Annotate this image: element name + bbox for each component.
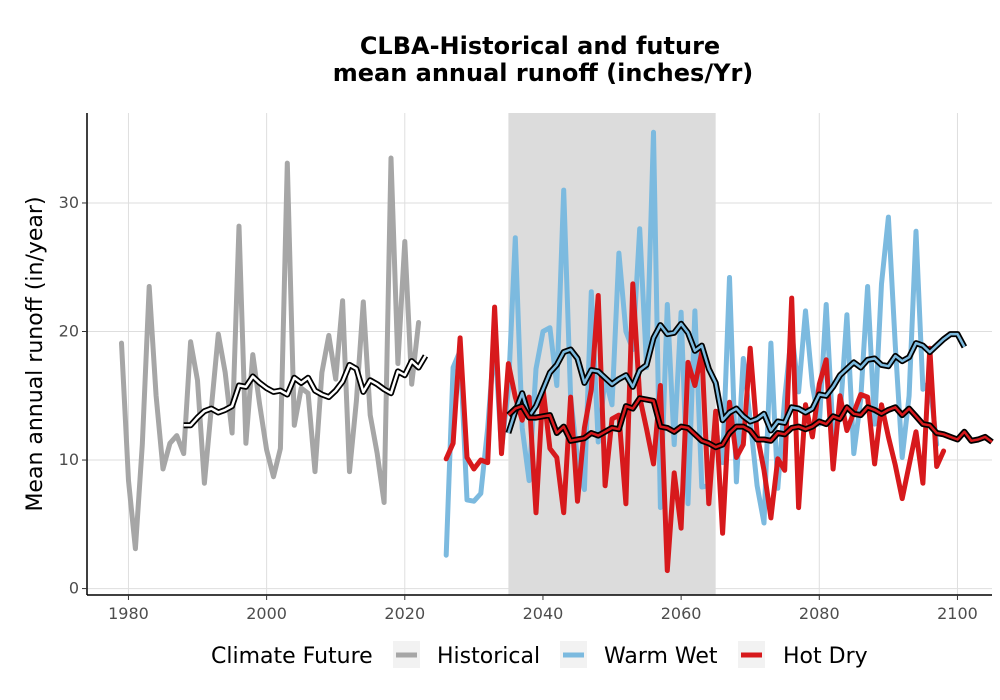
legend-label-historical: Historical [437, 644, 540, 669]
y-tick-label: 0 [69, 579, 79, 598]
y-tick-label: 30 [59, 193, 79, 212]
legend-label-warm-wet: Warm Wet [604, 644, 718, 669]
y-axis-label: Mean annual runoff (in/year) [23, 196, 48, 511]
x-tick-label: 1980 [108, 604, 149, 623]
warm-wet-smooth-line [507, 322, 966, 434]
x-tick-label: 2040 [523, 604, 564, 623]
plot-area: 1980 2000 2020 2040 2060 2080 2100 0 10 20 30 [59, 113, 994, 623]
warm-wet-line [443, 129, 940, 558]
chart-title-line2: mean annual runoff (inches/Yr) [333, 59, 754, 87]
x-tick-label: 2080 [799, 604, 840, 623]
x-tick-label: 2000 [246, 604, 287, 623]
x-tick-label: 2020 [384, 604, 425, 623]
y-tick-label: 20 [59, 322, 79, 341]
y-tick-label: 10 [59, 450, 79, 469]
historical-line [119, 155, 422, 552]
historical-smooth-line [183, 355, 427, 427]
hot-dry-line [443, 281, 947, 574]
x-tick-label: 2060 [661, 604, 702, 623]
legend: Climate Future Historical Warm Wet Hot D… [211, 641, 868, 669]
legend-title: Climate Future [211, 644, 373, 669]
chart-title-line1: CLBA-Historical and future [360, 32, 720, 60]
hot-dry-smooth-line [507, 397, 993, 449]
x-tick-label: 2100 [937, 604, 978, 623]
legend-label-hot-dry: Hot Dry [783, 644, 868, 669]
